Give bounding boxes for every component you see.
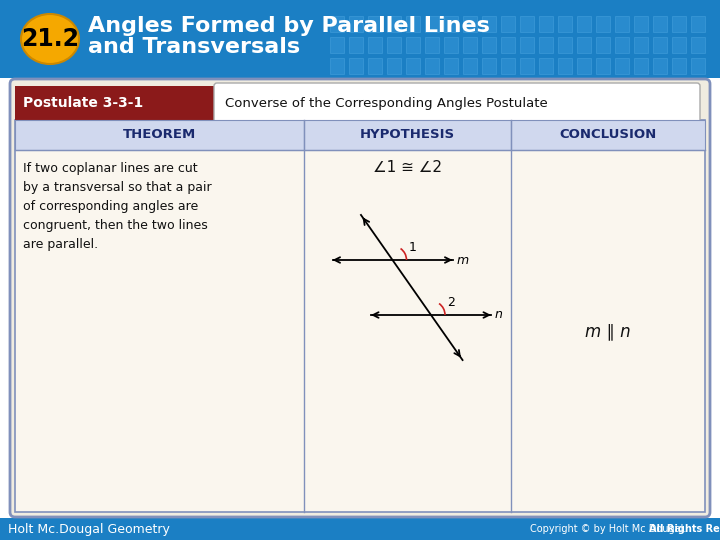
FancyBboxPatch shape <box>577 37 591 53</box>
FancyBboxPatch shape <box>653 16 667 32</box>
FancyBboxPatch shape <box>558 37 572 53</box>
Text: congruent, then the two lines: congruent, then the two lines <box>23 219 208 232</box>
Text: Postulate 3-3-1: Postulate 3-3-1 <box>23 96 143 110</box>
FancyBboxPatch shape <box>653 58 667 74</box>
Ellipse shape <box>21 14 79 64</box>
FancyBboxPatch shape <box>615 37 629 53</box>
Text: and Transversals: and Transversals <box>88 37 300 57</box>
FancyBboxPatch shape <box>520 16 534 32</box>
FancyBboxPatch shape <box>330 16 344 32</box>
FancyBboxPatch shape <box>368 16 382 32</box>
Text: ∠1 ≅ ∠2: ∠1 ≅ ∠2 <box>373 160 442 175</box>
FancyBboxPatch shape <box>672 58 686 74</box>
FancyBboxPatch shape <box>214 83 700 125</box>
Text: are parallel.: are parallel. <box>23 238 98 251</box>
FancyBboxPatch shape <box>425 16 439 32</box>
FancyBboxPatch shape <box>0 0 720 78</box>
FancyBboxPatch shape <box>520 58 534 74</box>
FancyBboxPatch shape <box>672 16 686 32</box>
FancyBboxPatch shape <box>501 16 515 32</box>
FancyBboxPatch shape <box>539 16 553 32</box>
FancyBboxPatch shape <box>558 16 572 32</box>
Text: THEOREM: THEOREM <box>123 129 196 141</box>
FancyBboxPatch shape <box>406 16 420 32</box>
FancyBboxPatch shape <box>691 37 705 53</box>
FancyBboxPatch shape <box>15 86 215 120</box>
FancyBboxPatch shape <box>634 58 648 74</box>
FancyBboxPatch shape <box>15 120 705 512</box>
FancyBboxPatch shape <box>482 58 496 74</box>
FancyBboxPatch shape <box>406 58 420 74</box>
Text: of corresponding angles are: of corresponding angles are <box>23 200 198 213</box>
FancyBboxPatch shape <box>596 58 610 74</box>
FancyBboxPatch shape <box>463 16 477 32</box>
Text: m: m <box>456 253 469 267</box>
Text: 21.2: 21.2 <box>21 27 79 51</box>
FancyBboxPatch shape <box>10 79 710 517</box>
FancyBboxPatch shape <box>482 16 496 32</box>
FancyBboxPatch shape <box>444 16 458 32</box>
FancyBboxPatch shape <box>368 37 382 53</box>
FancyBboxPatch shape <box>558 58 572 74</box>
FancyBboxPatch shape <box>330 37 344 53</box>
FancyBboxPatch shape <box>691 16 705 32</box>
FancyBboxPatch shape <box>596 16 610 32</box>
FancyBboxPatch shape <box>596 37 610 53</box>
FancyBboxPatch shape <box>577 16 591 32</box>
FancyBboxPatch shape <box>672 37 686 53</box>
FancyBboxPatch shape <box>539 58 553 74</box>
FancyBboxPatch shape <box>349 16 363 32</box>
Text: HYPOTHESIS: HYPOTHESIS <box>360 129 455 141</box>
FancyBboxPatch shape <box>349 37 363 53</box>
FancyBboxPatch shape <box>482 37 496 53</box>
FancyBboxPatch shape <box>304 120 511 150</box>
FancyBboxPatch shape <box>425 58 439 74</box>
Text: 2: 2 <box>447 296 455 309</box>
Text: Holt Mc.Dougal Geometry: Holt Mc.Dougal Geometry <box>8 523 170 536</box>
Text: n: n <box>495 308 503 321</box>
FancyBboxPatch shape <box>425 37 439 53</box>
Text: by a transversal so that a pair: by a transversal so that a pair <box>23 181 212 194</box>
FancyBboxPatch shape <box>539 37 553 53</box>
FancyBboxPatch shape <box>368 58 382 74</box>
FancyBboxPatch shape <box>615 16 629 32</box>
FancyBboxPatch shape <box>463 37 477 53</box>
FancyBboxPatch shape <box>634 16 648 32</box>
FancyBboxPatch shape <box>520 37 534 53</box>
FancyBboxPatch shape <box>387 37 401 53</box>
Text: Converse of the Corresponding Angles Postulate: Converse of the Corresponding Angles Pos… <box>225 98 548 111</box>
FancyBboxPatch shape <box>501 58 515 74</box>
Text: 1: 1 <box>408 241 416 254</box>
FancyBboxPatch shape <box>387 16 401 32</box>
FancyBboxPatch shape <box>0 518 720 540</box>
FancyBboxPatch shape <box>653 37 667 53</box>
FancyBboxPatch shape <box>444 37 458 53</box>
Text: Copyright © by Holt Mc Dougal.: Copyright © by Holt Mc Dougal. <box>530 524 690 534</box>
FancyBboxPatch shape <box>330 58 344 74</box>
FancyBboxPatch shape <box>501 37 515 53</box>
FancyBboxPatch shape <box>444 58 458 74</box>
FancyBboxPatch shape <box>463 58 477 74</box>
FancyBboxPatch shape <box>634 37 648 53</box>
FancyBboxPatch shape <box>577 58 591 74</box>
FancyBboxPatch shape <box>615 58 629 74</box>
Text: CONCLUSION: CONCLUSION <box>559 129 657 141</box>
Text: All Rights Reserved.: All Rights Reserved. <box>649 524 720 534</box>
FancyBboxPatch shape <box>15 120 304 150</box>
FancyBboxPatch shape <box>511 120 705 150</box>
FancyBboxPatch shape <box>387 58 401 74</box>
Text: Angles Formed by Parallel Lines: Angles Formed by Parallel Lines <box>88 16 490 36</box>
FancyBboxPatch shape <box>349 58 363 74</box>
Text: m ∥ n: m ∥ n <box>585 322 631 340</box>
FancyBboxPatch shape <box>691 58 705 74</box>
FancyBboxPatch shape <box>406 37 420 53</box>
Text: If two coplanar lines are cut: If two coplanar lines are cut <box>23 162 197 175</box>
